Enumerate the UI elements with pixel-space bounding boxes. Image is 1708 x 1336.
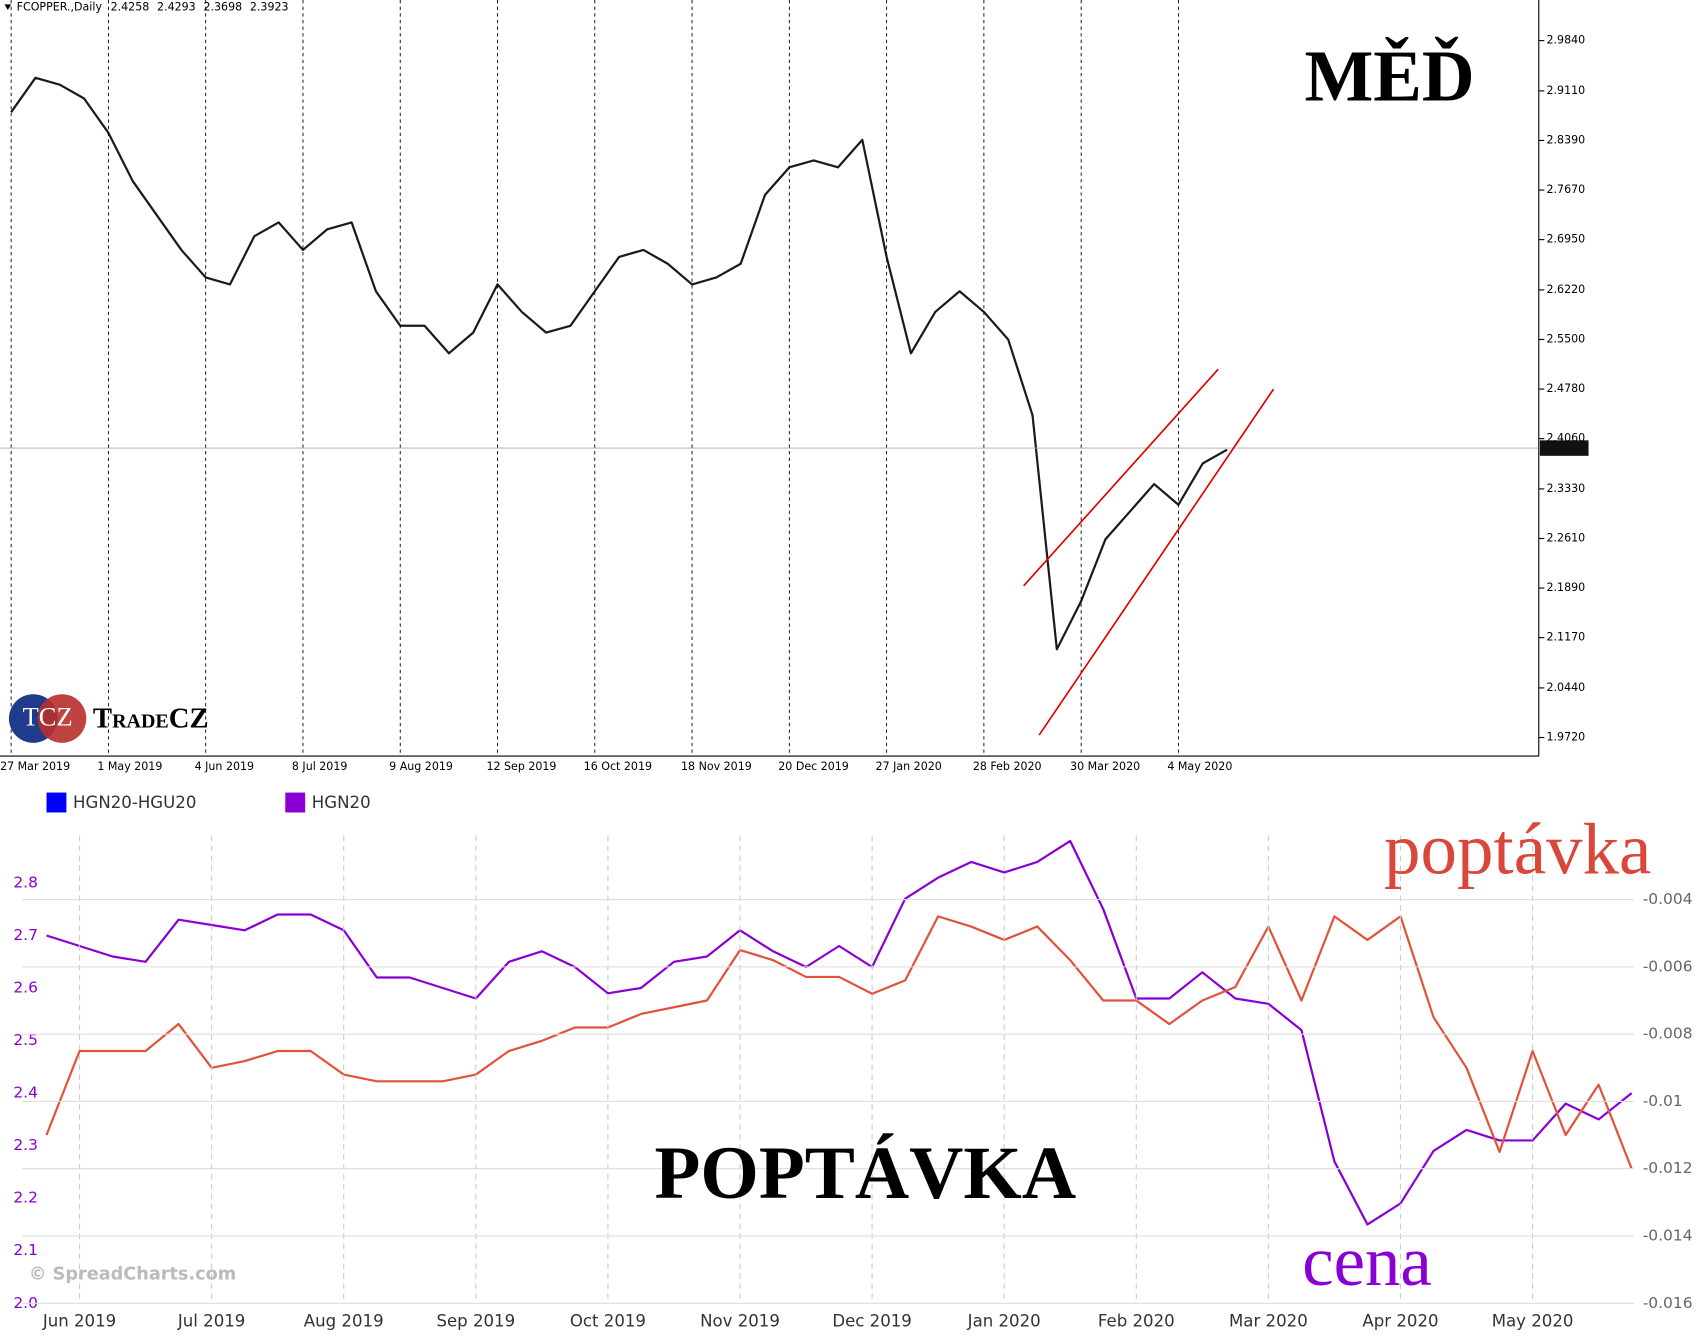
y-tick-label: 2.7670 <box>1547 183 1586 196</box>
annotation: POPTÁVKA <box>654 1132 1076 1215</box>
x-tick-label: 4 Jun 2019 <box>195 760 254 773</box>
y-tick-label: 2.5 <box>13 1031 38 1049</box>
x-tick-label: Sep 2019 <box>436 1312 515 1331</box>
header-value: 2.4293 <box>157 1 196 14</box>
x-tick-label: 20 Dec 2019 <box>778 760 849 773</box>
y-tick-label: 2.2 <box>13 1189 38 1207</box>
y-tick-label: 2.5500 <box>1547 332 1586 345</box>
x-tick-label: Aug 2019 <box>304 1312 384 1331</box>
y2-tick-label: -0.01 <box>1643 1092 1683 1110</box>
y2-tick-label: -0.004 <box>1643 890 1693 908</box>
y2-tick-label: -0.012 <box>1643 1159 1693 1177</box>
y-tick-label: 2.3 <box>13 1136 38 1154</box>
line <box>45 915 1633 1170</box>
y-tick-label: 2.4 <box>13 1084 38 1102</box>
price-tag <box>1539 440 1589 456</box>
logo-badge: TCZ <box>23 702 73 732</box>
legend-swatch <box>46 792 67 813</box>
legend-swatch <box>285 792 306 813</box>
y2-tick-label: -0.008 <box>1643 1025 1693 1043</box>
x-tick-label: 27 Jan 2020 <box>876 760 942 773</box>
header-value: 2.3923 <box>250 1 289 14</box>
annotation: poptávka <box>1384 808 1651 889</box>
y-tick-label: 2.6950 <box>1547 233 1586 246</box>
x-tick-label: Oct 2019 <box>570 1312 646 1331</box>
x-tick-label: Apr 2020 <box>1362 1312 1438 1331</box>
x-tick-label: Nov 2019 <box>700 1312 780 1331</box>
x-tick-label: 16 Oct 2019 <box>584 760 652 773</box>
legend-label: HGN20 <box>312 793 371 812</box>
y-tick-label: 2.6 <box>13 979 38 997</box>
y-tick-label: 2.7 <box>13 926 38 944</box>
y-tick-label: 2.4060 <box>1547 432 1586 445</box>
x-tick-label: 9 Aug 2019 <box>389 760 453 773</box>
x-tick-label: 27 Mar 2019 <box>0 760 70 773</box>
x-tick-label: 28 Feb 2020 <box>973 760 1042 773</box>
x-tick-label: 12 Sep 2019 <box>486 760 556 773</box>
x-tick-label: May 2020 <box>1492 1312 1574 1331</box>
channel-line <box>1038 388 1275 736</box>
x-tick-label: Jan 2020 <box>967 1312 1041 1331</box>
x-tick-label: 8 Jul 2019 <box>292 760 348 773</box>
x-tick-label: 4 May 2020 <box>1167 760 1232 773</box>
x-tick-label: Mar 2020 <box>1229 1312 1308 1331</box>
y-tick-label: 2.1890 <box>1547 581 1586 594</box>
y-tick-label: 2.6220 <box>1547 283 1586 296</box>
y-tick-label: 2.0440 <box>1547 681 1586 694</box>
channel-line <box>1023 368 1219 587</box>
x-tick-label: Feb 2020 <box>1098 1312 1175 1331</box>
y-tick-label: 2.4780 <box>1547 382 1586 395</box>
legend-label: HGN20-HGU20 <box>73 793 196 812</box>
y-tick-label: 2.1 <box>13 1241 38 1259</box>
x-tick-label: Dec 2019 <box>832 1312 912 1331</box>
x-tick-label: 30 Mar 2020 <box>1070 760 1140 773</box>
y2-tick-label: -0.006 <box>1643 957 1693 975</box>
logo: TCZ TradeCZ <box>8 694 209 743</box>
y2-tick-label: -0.016 <box>1643 1294 1693 1312</box>
logo-circle <box>37 694 87 743</box>
line <box>46 839 1633 1226</box>
x-tick-label: 18 Nov 2019 <box>681 760 752 773</box>
header-value: 2.3698 <box>203 1 242 14</box>
y-tick-label: 2.9840 <box>1547 34 1586 47</box>
line <box>10 76 1228 651</box>
menu-arrow[interactable] <box>4 4 12 10</box>
y-tick-label: 1.9720 <box>1547 730 1586 743</box>
x-tick-label: Jun 2019 <box>42 1312 116 1331</box>
y-tick-label: 2.8 <box>13 873 38 891</box>
y-tick-label: 2.8390 <box>1547 133 1586 146</box>
y-tick-label: 2.2610 <box>1547 531 1586 544</box>
watermark: © SpreadCharts.com <box>29 1265 236 1285</box>
header-value: 2.4258 <box>111 1 150 14</box>
chart-title: MĚĎ <box>1304 36 1474 117</box>
y-tick-label: 2.1170 <box>1547 631 1586 644</box>
logo-name: TradeCZ <box>93 702 209 734</box>
x-tick-label: Jul 2019 <box>177 1312 245 1331</box>
y-tick-label: 2.9110 <box>1547 84 1586 97</box>
x-tick-label: 1 May 2019 <box>97 760 162 773</box>
y-tick-label: 2.3330 <box>1547 482 1586 495</box>
y2-tick-label: -0.014 <box>1643 1226 1693 1244</box>
symbol-header: FCOPPER.,Daily <box>17 1 103 14</box>
annotation: cena <box>1302 1223 1432 1301</box>
